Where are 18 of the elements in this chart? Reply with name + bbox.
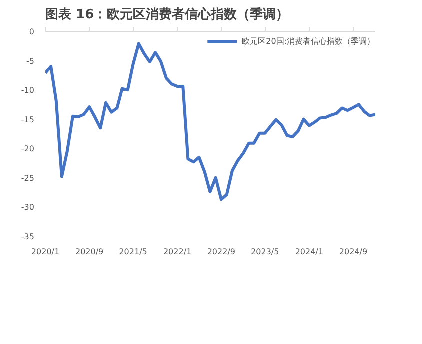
x-tick-label: 2021/5 bbox=[119, 248, 148, 256]
x-tick-label: 2024/1 bbox=[295, 248, 324, 256]
x-tick-label: 2024/9 bbox=[339, 248, 368, 256]
x-tick-label: 2023/5 bbox=[251, 248, 280, 256]
x-tick-label: 2020/9 bbox=[76, 248, 104, 256]
chart-title: 图表 16：欧元区消费者信心指数（季调） bbox=[46, 6, 290, 22]
y-tick-label: -30 bbox=[21, 203, 35, 212]
legend-label: 欧元区20国:消费者信心指数（季调） bbox=[242, 36, 375, 46]
y-tick-label: -5 bbox=[26, 56, 35, 66]
x-tick-label: 2022/1 bbox=[163, 248, 192, 256]
x-tick-label: 2022/9 bbox=[207, 248, 236, 256]
y-tick-label: -25 bbox=[21, 174, 35, 183]
y-tick-label: -10 bbox=[21, 86, 35, 96]
y-tick-label: 0 bbox=[29, 28, 35, 36]
y-tick-label: -20 bbox=[21, 144, 35, 154]
x-tick-label: 2020/1 bbox=[31, 248, 60, 256]
y-tick-label: -35 bbox=[21, 232, 35, 242]
y-tick-label: -15 bbox=[21, 115, 35, 124]
